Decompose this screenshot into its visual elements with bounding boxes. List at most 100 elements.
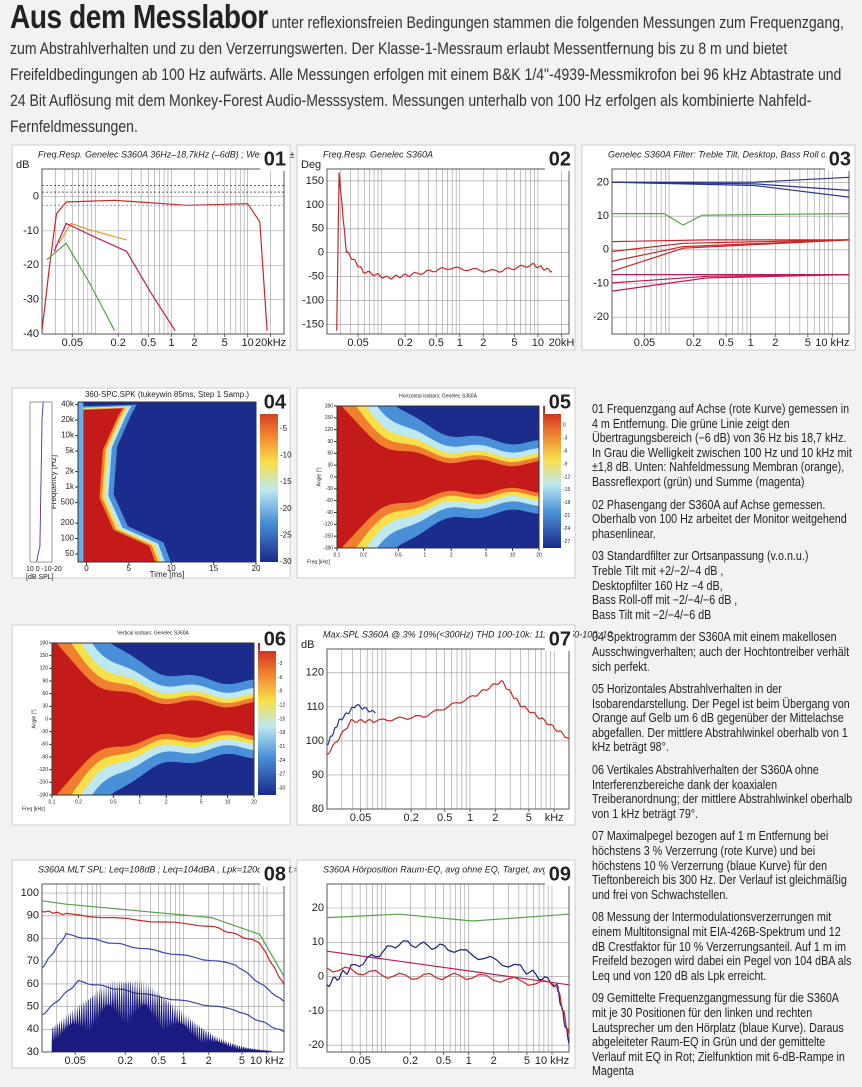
panel-number: 05: [549, 391, 571, 413]
x-tick-label: 2: [480, 337, 486, 349]
number-bg: [260, 390, 288, 414]
y-tick-label: 0: [318, 970, 324, 982]
y-tick-label: -150: [302, 318, 324, 330]
number-bg: [260, 147, 288, 171]
y-tick-label: 0: [603, 244, 609, 256]
y-tick-label: 150: [325, 415, 334, 421]
curve: [41, 932, 285, 1003]
curve: [53, 222, 176, 332]
colorbar-label: 0: [563, 423, 566, 429]
x-tick-label: 2: [191, 337, 197, 349]
y-tick-label: 30: [27, 1046, 39, 1058]
side-curve: [36, 401, 44, 563]
header: Aus dem Messlabor unter reflexionsfreien…: [10, 0, 852, 140]
y-tick-label: -100: [302, 294, 324, 306]
x-tick-label: 10: [532, 337, 544, 349]
y-tick-label: 120: [325, 427, 334, 433]
panel: 20 10 0 -10 -20 0.05 0.2 0.5 1 2 5 10 kHz S360A Hörp…: [296, 859, 576, 1069]
x-tick-label: 0.5: [429, 337, 444, 349]
y-tick-label: -20: [308, 1039, 324, 1051]
caption: 07 Maximalpegel bezogen auf 1 m Entfernu…: [592, 829, 847, 902]
x-tick-label: 2: [206, 1055, 212, 1067]
x-tick-label: 0: [84, 564, 89, 573]
x-tick-label: 1: [748, 337, 754, 349]
caption: 04 Spektrogramm der S360A mit einem make…: [592, 630, 850, 674]
y-tick-label: 50: [27, 1001, 39, 1013]
y-tick-label: 0: [33, 190, 39, 202]
captions: 01 Frequenzgang auf Achse (rote Kurve) g…: [592, 402, 856, 1087]
map-layer: [52, 643, 254, 795]
map: [52, 643, 254, 795]
panel-title: Horizontal isobars: Genelec S360A: [399, 393, 477, 399]
colorbar-label: -15: [563, 487, 570, 493]
panel: 1801501209060300-30-60-90-120-150-1800.1…: [11, 624, 291, 826]
x-tick-label: 2: [165, 799, 168, 805]
colorbar-label: -18: [278, 730, 285, 736]
y-tick-label: -30: [23, 294, 39, 306]
number-bg: [260, 627, 288, 651]
intro: unter reflexionsfreien Bedingungen stamm…: [10, 14, 844, 136]
y-tick-label: 80: [27, 932, 39, 944]
colorbar-label: -9: [563, 461, 568, 467]
x-tick-label: 10 kHz: [815, 337, 849, 349]
colorbar-label: -30: [278, 785, 285, 791]
plot-frame: [326, 648, 570, 810]
caption: 03 Standardfilter zur Ortsanpassung (v.o…: [592, 549, 809, 622]
x-tick-label: 1: [457, 337, 463, 349]
x-tick-label: 1: [181, 1055, 187, 1067]
x-tick-label: kHz: [545, 812, 564, 824]
number-bg: [260, 862, 288, 886]
y-tick-label: -150: [323, 533, 333, 539]
curve: [611, 239, 850, 272]
x-tick-label: 0.05: [349, 1055, 370, 1067]
curve: [41, 199, 268, 331]
x-tick-label: 0.2: [686, 337, 701, 349]
pre-impulse: [78, 402, 84, 562]
x-tick-label: 5: [511, 337, 517, 349]
x-tick-label: 5: [239, 1055, 245, 1067]
caption: 01 Frequenzgang auf Achse (rote Kurve) g…: [592, 402, 852, 489]
y-tick-label: 60: [42, 691, 48, 697]
x-tick-label: 0.2: [75, 799, 82, 805]
plot-frame: [77, 401, 257, 563]
x-tick-label: 0.2: [397, 337, 412, 349]
y-tick-label: -20: [23, 259, 39, 271]
colorbar-label: -6: [563, 449, 568, 455]
panel-number: 01: [264, 148, 286, 170]
y-tick-label: 2k: [66, 467, 75, 476]
panel-title: Vertical isobars: Genelec S360A: [117, 630, 189, 636]
y-tick-label: 10: [597, 210, 609, 222]
y-tick-label: 5k: [66, 446, 75, 455]
x-tick-label: 2: [450, 552, 453, 558]
colorbar-label: -25: [280, 530, 292, 539]
axis-unit: dB: [16, 159, 29, 171]
x-tick-label: 5: [526, 812, 532, 824]
panel-title: Max.SPL S360A @ 3% 10%(<300Hz) THD 100-1…: [323, 629, 612, 639]
x-tick-label: 20: [536, 552, 542, 558]
y-tick-label: 30: [42, 704, 48, 710]
y-tick-label: 60: [327, 451, 333, 457]
y-tick-label: -10: [593, 277, 609, 289]
y-tick-label: -60: [41, 742, 48, 748]
x-tick-label: 20kHz: [255, 337, 286, 349]
x-tick-label: 0.05: [347, 337, 368, 349]
y-tick-label: -30: [326, 486, 333, 492]
y-axis-label: Angle [°]: [31, 709, 37, 729]
y-tick-label: 200: [61, 518, 75, 527]
y-tick-label: 80: [312, 803, 324, 815]
panel-number: 08: [264, 863, 286, 885]
x-tick-label: 5: [222, 337, 228, 349]
y-tick-label: 0: [45, 716, 48, 722]
y-tick-label: -20: [593, 311, 609, 323]
caption: 05 Horizontales Abstrahlverhalten in der…: [592, 682, 850, 755]
curve: [326, 679, 570, 756]
y-tick-label: 1k: [66, 482, 75, 491]
panel-title: Freq.Resp. Genelec S360A: [323, 149, 433, 159]
x-tick-label: 0.5: [437, 812, 452, 824]
y-tick-label: 100: [61, 534, 75, 543]
colorbar-label: -27: [563, 539, 570, 545]
panel-bg: [11, 144, 291, 351]
colorbar-label: -30: [280, 557, 292, 566]
caption: 08 Messung der Intermodulationsverzerrun…: [592, 910, 852, 983]
